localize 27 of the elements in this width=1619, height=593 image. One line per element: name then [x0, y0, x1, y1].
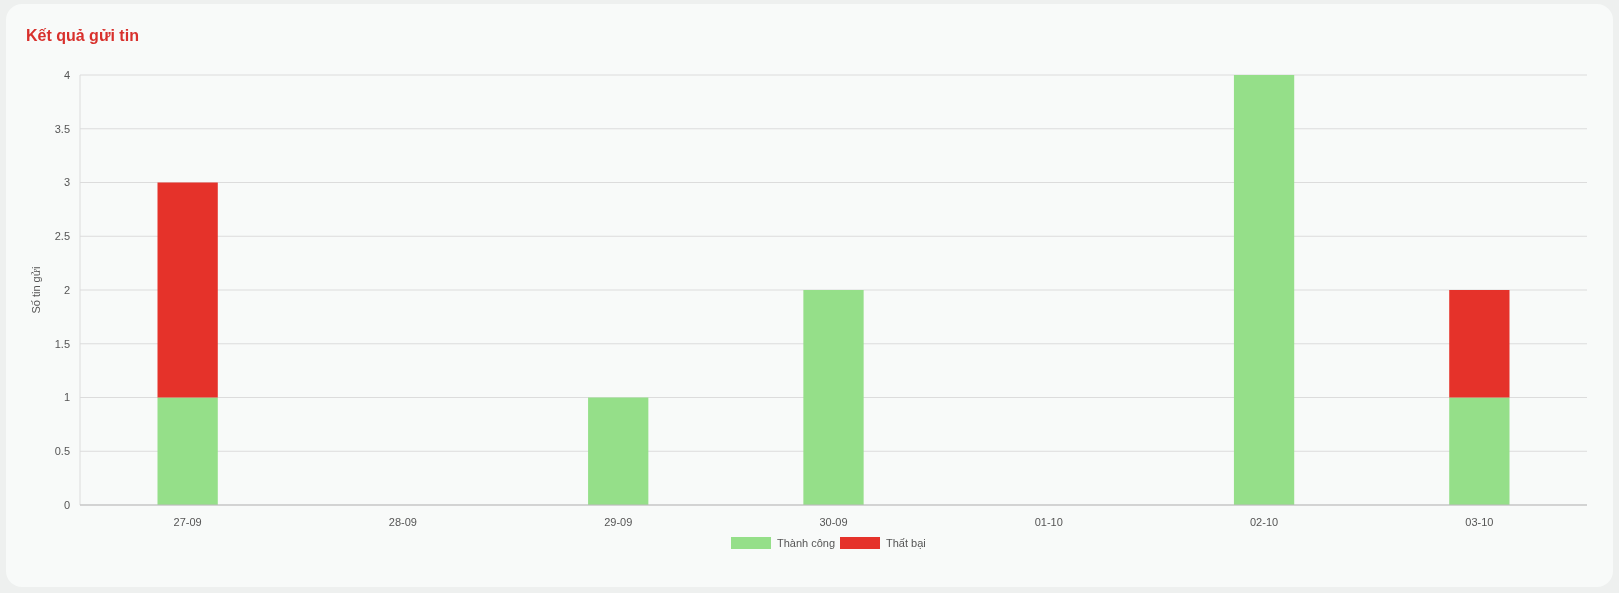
x-tick-label: 03-10	[1465, 516, 1494, 528]
chart-title: Kết quả gửi tin	[26, 27, 139, 44]
y-tick-label: 3	[63, 176, 70, 189]
bar	[1449, 290, 1510, 398]
y-tick-label: 0.5	[54, 445, 70, 458]
x-tick-label: 29-09	[604, 516, 633, 528]
y-tick-label: 3.5	[54, 122, 70, 135]
x-tick-label: 28-09	[388, 516, 417, 528]
x-tick-label: 27-09	[173, 516, 202, 528]
bar	[157, 397, 218, 505]
bar	[803, 290, 864, 505]
x-tick-label: 02-10	[1250, 516, 1279, 528]
y-tick-label: 1.5	[54, 337, 70, 350]
legend-label: Thất bại	[886, 536, 926, 549]
y-tick-label: 4	[63, 68, 70, 81]
bar	[588, 397, 649, 505]
bar	[1233, 75, 1295, 505]
bar	[157, 182, 218, 398]
bar	[1449, 397, 1510, 505]
legend-label: Thành công	[777, 536, 836, 549]
y-axis-title: Số tin gửi	[30, 266, 42, 314]
y-tick-label: 2.5	[54, 230, 70, 243]
y-tick-label: 0	[63, 498, 70, 511]
x-tick-label: 30-09	[819, 516, 848, 528]
y-tick-label: 1	[63, 391, 70, 404]
x-tick-label: 01-10	[1034, 516, 1063, 528]
y-tick-label: 2	[63, 283, 70, 296]
